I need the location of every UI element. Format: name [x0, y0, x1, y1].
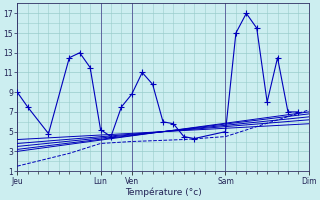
X-axis label: Température (°c): Température (°c) — [125, 187, 201, 197]
